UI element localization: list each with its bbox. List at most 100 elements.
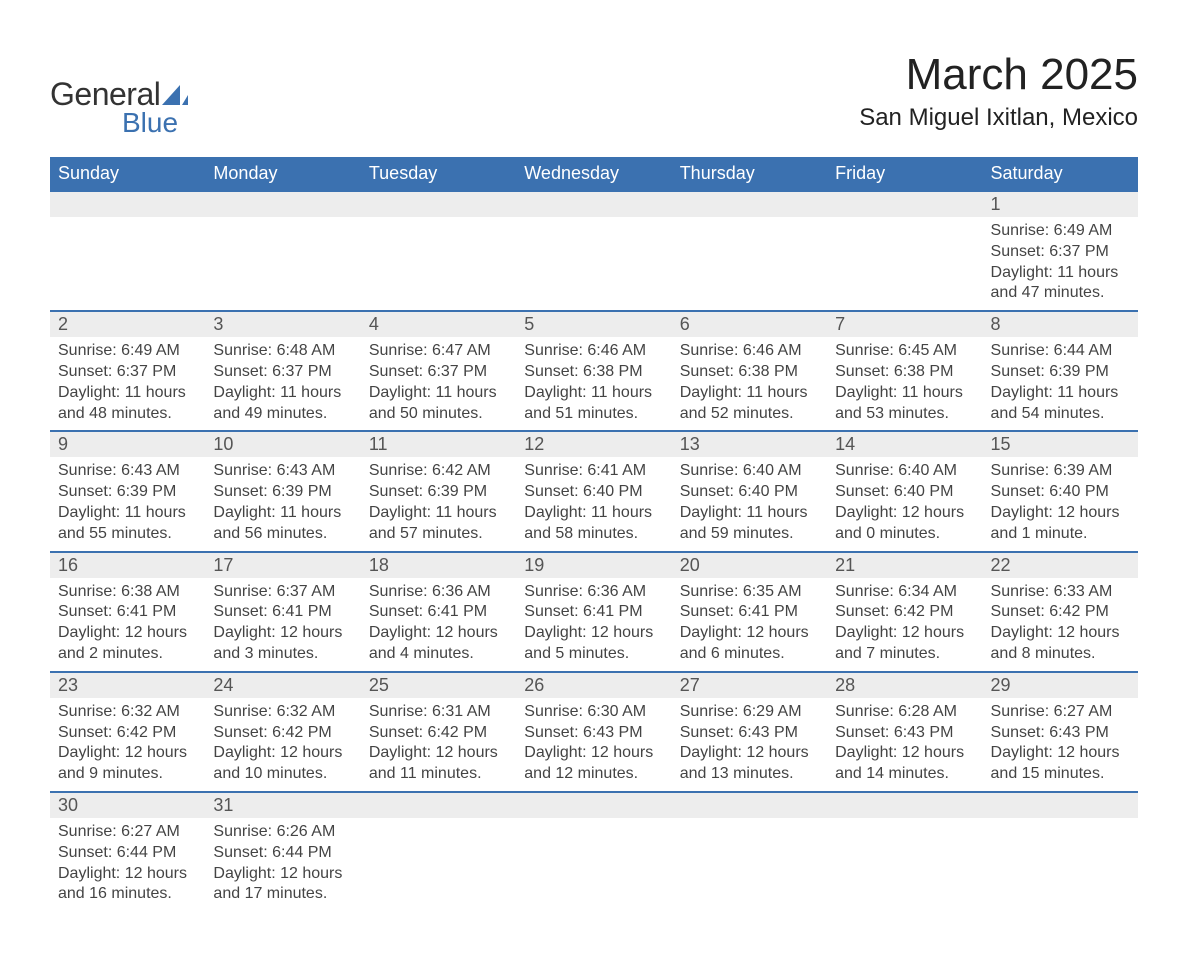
sunrise-text: Sunrise: 6:45 AM [835,341,974,362]
sunrise-text: Sunrise: 6:40 AM [835,461,974,482]
sunset-text: Sunset: 6:43 PM [835,723,974,744]
daylight-text-1: Daylight: 12 hours [680,743,819,764]
sunset-text: Sunset: 6:42 PM [58,723,197,744]
day-number: 13 [672,431,827,457]
logo-text-blue: Blue [122,107,178,139]
sunrise-text: Sunrise: 6:46 AM [524,341,663,362]
col-tuesday: Tuesday [361,157,516,191]
sunset-text: Sunset: 6:39 PM [369,482,508,503]
daylight-text-2: and 7 minutes. [835,644,974,665]
daylight-text-2: and 5 minutes. [524,644,663,665]
day-cell: Sunrise: 6:30 AMSunset: 6:43 PMDaylight:… [516,698,671,792]
daylight-text-1: Daylight: 11 hours [524,383,663,404]
col-sunday: Sunday [50,157,205,191]
day-number: 23 [50,672,205,698]
day-cell: Sunrise: 6:37 AMSunset: 6:41 PMDaylight:… [205,578,360,672]
day-number [516,191,671,217]
daylight-text-1: Daylight: 12 hours [991,743,1130,764]
daylight-text-1: Daylight: 12 hours [58,864,197,885]
daylight-text-2: and 0 minutes. [835,524,974,545]
sunset-text: Sunset: 6:37 PM [991,242,1130,263]
daylight-text-2: and 13 minutes. [680,764,819,785]
day-number [361,792,516,818]
daylight-text-2: and 10 minutes. [213,764,352,785]
daylight-text-1: Daylight: 11 hours [680,503,819,524]
sunrise-text: Sunrise: 6:34 AM [835,582,974,603]
sunrise-text: Sunrise: 6:40 AM [680,461,819,482]
day-number-row: 23242526272829 [50,672,1138,698]
daylight-text-1: Daylight: 12 hours [58,623,197,644]
day-number: 7 [827,311,982,337]
day-number: 30 [50,792,205,818]
day-body-row: Sunrise: 6:43 AMSunset: 6:39 PMDaylight:… [50,457,1138,551]
day-number: 10 [205,431,360,457]
day-number: 19 [516,552,671,578]
daylight-text-2: and 50 minutes. [369,404,508,425]
daylight-text-1: Daylight: 12 hours [680,623,819,644]
daylight-text-1: Daylight: 12 hours [835,503,974,524]
day-cell: Sunrise: 6:36 AMSunset: 6:41 PMDaylight:… [516,578,671,672]
sunset-text: Sunset: 6:41 PM [524,602,663,623]
sunset-text: Sunset: 6:43 PM [524,723,663,744]
day-number: 20 [672,552,827,578]
sunrise-text: Sunrise: 6:35 AM [680,582,819,603]
daylight-text-2: and 49 minutes. [213,404,352,425]
weekday-header-row: Sunday Monday Tuesday Wednesday Thursday… [50,157,1138,191]
sunset-text: Sunset: 6:42 PM [991,602,1130,623]
daylight-text-2: and 17 minutes. [213,884,352,905]
day-cell: Sunrise: 6:29 AMSunset: 6:43 PMDaylight:… [672,698,827,792]
day-cell: Sunrise: 6:34 AMSunset: 6:42 PMDaylight:… [827,578,982,672]
sunset-text: Sunset: 6:42 PM [213,723,352,744]
day-number-row: 3031 [50,792,1138,818]
day-number-row: 1 [50,191,1138,217]
sunrise-text: Sunrise: 6:31 AM [369,702,508,723]
daylight-text-2: and 14 minutes. [835,764,974,785]
day-number [205,191,360,217]
sunrise-text: Sunrise: 6:48 AM [213,341,352,362]
col-friday: Friday [827,157,982,191]
day-number: 15 [983,431,1138,457]
day-number [516,792,671,818]
sunset-text: Sunset: 6:38 PM [835,362,974,383]
col-wednesday: Wednesday [516,157,671,191]
day-number-row: 16171819202122 [50,552,1138,578]
daylight-text-1: Daylight: 12 hours [835,623,974,644]
page-title: March 2025 [859,50,1138,100]
daylight-text-1: Daylight: 12 hours [213,743,352,764]
sunrise-text: Sunrise: 6:28 AM [835,702,974,723]
daylight-text-1: Daylight: 11 hours [213,383,352,404]
day-cell [50,217,205,311]
day-number: 8 [983,311,1138,337]
day-cell [516,217,671,311]
day-number: 25 [361,672,516,698]
day-number: 26 [516,672,671,698]
day-number: 6 [672,311,827,337]
sail-icon [162,85,188,105]
daylight-text-2: and 12 minutes. [524,764,663,785]
calendar-table: Sunday Monday Tuesday Wednesday Thursday… [50,157,1138,911]
day-cell: Sunrise: 6:38 AMSunset: 6:41 PMDaylight:… [50,578,205,672]
day-cell [672,818,827,911]
sunset-text: Sunset: 6:39 PM [991,362,1130,383]
daylight-text-2: and 6 minutes. [680,644,819,665]
sunrise-text: Sunrise: 6:36 AM [369,582,508,603]
daylight-text-1: Daylight: 12 hours [213,864,352,885]
sunrise-text: Sunrise: 6:32 AM [58,702,197,723]
day-number: 16 [50,552,205,578]
day-body-row: Sunrise: 6:27 AMSunset: 6:44 PMDaylight:… [50,818,1138,911]
sunrise-text: Sunrise: 6:36 AM [524,582,663,603]
day-cell: Sunrise: 6:27 AMSunset: 6:43 PMDaylight:… [983,698,1138,792]
day-cell: Sunrise: 6:44 AMSunset: 6:39 PMDaylight:… [983,337,1138,431]
day-cell: Sunrise: 6:33 AMSunset: 6:42 PMDaylight:… [983,578,1138,672]
daylight-text-2: and 54 minutes. [991,404,1130,425]
daylight-text-1: Daylight: 12 hours [991,503,1130,524]
daylight-text-1: Daylight: 11 hours [991,383,1130,404]
sunrise-text: Sunrise: 6:49 AM [58,341,197,362]
day-number [50,191,205,217]
day-cell: Sunrise: 6:45 AMSunset: 6:38 PMDaylight:… [827,337,982,431]
daylight-text-1: Daylight: 11 hours [213,503,352,524]
day-cell: Sunrise: 6:42 AMSunset: 6:39 PMDaylight:… [361,457,516,551]
sunset-text: Sunset: 6:39 PM [213,482,352,503]
day-number: 5 [516,311,671,337]
sunrise-text: Sunrise: 6:27 AM [991,702,1130,723]
